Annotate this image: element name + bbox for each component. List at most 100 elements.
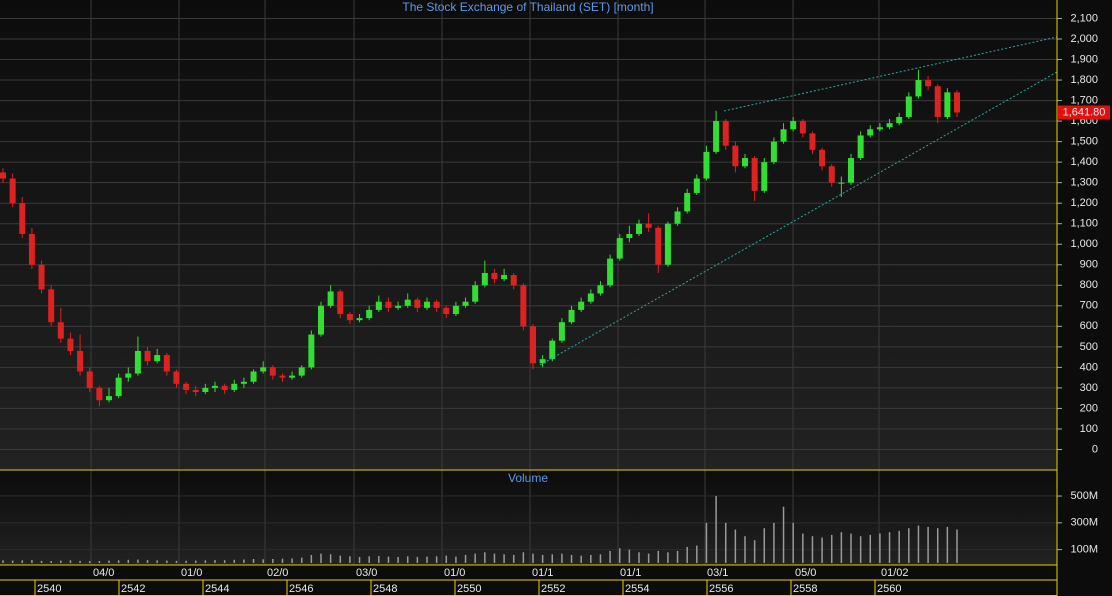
candle-body — [867, 129, 874, 136]
candle-body — [886, 123, 893, 128]
y-tick-label: 100M — [1070, 544, 1098, 556]
last-price-label: 1,641.80 — [1063, 106, 1106, 118]
y-tick-label: 1,300 — [1070, 177, 1098, 189]
candle-body — [240, 381, 247, 384]
y-tick-label: 0 — [1092, 443, 1098, 455]
candle-body — [934, 86, 941, 117]
candle-body — [742, 158, 748, 167]
y-tick-label: 1,200 — [1070, 197, 1098, 209]
candle-body — [510, 275, 517, 286]
candle-body — [915, 80, 922, 97]
x-tick-label: 2554 — [625, 583, 649, 595]
x-tick-label: 2546 — [289, 583, 313, 595]
candle-body — [86, 371, 93, 388]
trendline — [723, 36, 1058, 112]
candle-body — [212, 385, 218, 388]
y-tick-label: 300 — [1080, 382, 1098, 394]
candle-body — [452, 305, 459, 315]
candle-body — [318, 305, 324, 335]
candle-body — [260, 367, 267, 372]
candle-body — [385, 301, 392, 308]
candle-body — [154, 355, 161, 362]
candle-body — [876, 127, 883, 130]
candle-body — [655, 227, 662, 265]
candle-body — [780, 129, 787, 142]
candle-body — [395, 305, 402, 308]
candle-body — [327, 291, 334, 306]
candle-body — [462, 301, 469, 306]
candle-body — [693, 178, 700, 193]
candle-body — [607, 258, 614, 286]
x-tick-label: 2550 — [457, 583, 481, 595]
candle-body — [925, 80, 932, 87]
candle-body — [481, 272, 488, 286]
candle-body — [404, 299, 411, 306]
candle-body — [366, 309, 373, 319]
candle-body — [790, 121, 797, 130]
x-tick-label: 2544 — [205, 583, 229, 595]
candle-body — [57, 322, 64, 339]
y-tick-label: 1,400 — [1070, 156, 1098, 168]
y-tick-label: 1,500 — [1070, 136, 1098, 148]
x-tick-label: 01/0 — [444, 567, 465, 579]
price-panel — [0, 0, 1057, 470]
candle-body — [848, 158, 854, 183]
candle-body — [491, 272, 498, 280]
y-tick-label: 2,000 — [1070, 33, 1098, 45]
candle-body — [732, 145, 739, 167]
candle-body — [0, 172, 6, 179]
candle-body — [96, 387, 103, 401]
candle-body — [308, 334, 315, 368]
candle-body — [279, 375, 286, 378]
candle-body — [954, 92, 960, 113]
candle-body — [703, 151, 710, 179]
x-tick-label: 05/0 — [795, 567, 816, 579]
candle-body — [905, 96, 912, 117]
candle-body — [173, 371, 180, 384]
candle-body — [125, 373, 132, 378]
candle-body — [751, 158, 758, 191]
candle-body — [375, 301, 382, 310]
candle-body — [414, 299, 421, 308]
y-tick-label: 800 — [1080, 279, 1098, 291]
x-tick-label: 2552 — [541, 583, 565, 595]
candle-body — [578, 301, 585, 310]
candle-body — [202, 387, 209, 393]
x-tick-label: 04/0 — [93, 567, 114, 579]
x-tick-label: 2542 — [121, 583, 145, 595]
candle-body — [144, 350, 151, 362]
x-tick-label: 01/0 — [181, 567, 202, 579]
candle-body — [549, 340, 556, 360]
candle-body — [9, 178, 16, 204]
candle-body — [134, 350, 141, 374]
candle-body — [597, 285, 604, 294]
candle-body — [19, 203, 26, 234]
candle-body — [530, 326, 536, 364]
candle-body — [48, 289, 55, 323]
candle-body — [626, 233, 633, 239]
candle-body — [424, 301, 430, 308]
x-tick-label: 01/02 — [881, 567, 909, 579]
candle-body — [616, 238, 623, 259]
volume-title: Volume — [508, 471, 548, 485]
candle-body — [722, 121, 729, 146]
candle-body — [77, 350, 84, 372]
candle-body — [645, 223, 652, 228]
candle-body — [809, 133, 816, 150]
x-tick-label: 2560 — [877, 583, 901, 595]
candle-body — [269, 367, 276, 376]
candle-body — [520, 285, 527, 327]
y-tick-label: 700 — [1080, 300, 1098, 312]
y-tick-label: 600 — [1080, 320, 1098, 332]
y-tick-label: 500M — [1070, 490, 1098, 502]
candle-body — [192, 389, 199, 393]
candle-body — [28, 233, 35, 265]
y-tick-label: 900 — [1080, 259, 1098, 271]
candle-body — [289, 375, 296, 378]
candle-body — [539, 359, 546, 364]
y-tick-label: 1,100 — [1070, 218, 1098, 230]
candle-body — [636, 223, 642, 234]
y-tick-label: 400 — [1080, 361, 1098, 373]
candle-body — [674, 211, 681, 224]
